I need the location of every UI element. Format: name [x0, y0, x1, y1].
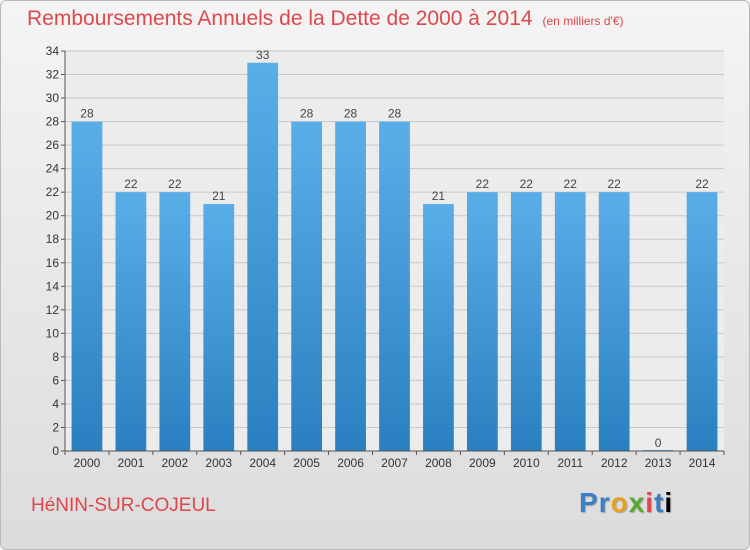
value-label: 21 — [212, 189, 226, 203]
value-label: 22 — [695, 177, 709, 191]
bar-2001 — [115, 192, 147, 452]
y-tick-label: 6 — [52, 373, 59, 387]
chart-title-text: Remboursements Annuels de la Dette de 20… — [27, 7, 533, 30]
y-tick-label: 28 — [46, 115, 60, 129]
x-tick-label: 2000 — [74, 456, 101, 470]
x-tick-label: 2011 — [557, 456, 583, 470]
bar-2003 — [203, 203, 235, 451]
bar-2006 — [335, 121, 366, 452]
x-tick-label: 2002 — [161, 456, 188, 470]
chart-title: Remboursements Annuels de la Dette de 20… — [27, 7, 624, 31]
bar-2008 — [423, 203, 454, 451]
y-tick-label: 18 — [46, 232, 60, 246]
y-tick-label: 30 — [46, 91, 60, 105]
value-label: 21 — [432, 189, 446, 203]
y-tick-label: 26 — [46, 138, 60, 152]
x-tick-label: 2012 — [601, 456, 628, 470]
value-label: 28 — [300, 107, 314, 121]
x-tick-label: 2010 — [513, 456, 540, 470]
y-tick-label: 24 — [46, 162, 60, 176]
y-tick-label: 14 — [46, 279, 60, 293]
x-tick-label: 2003 — [205, 456, 232, 470]
x-tick-label: 2014 — [689, 456, 716, 470]
x-tick-label: 2013 — [645, 456, 672, 470]
value-label: 28 — [80, 107, 94, 121]
value-label: 28 — [388, 107, 402, 121]
value-label: 22 — [124, 177, 138, 191]
x-tick-label: 2008 — [425, 456, 452, 470]
x-tick-label: 2009 — [469, 456, 496, 470]
y-tick-label: 20 — [46, 209, 60, 223]
y-tick-label: 22 — [46, 185, 60, 199]
bars: 28 22 22 21 33 28 28 28 21 22 22 22 22 0 22 — [71, 48, 718, 452]
bar-2002 — [159, 192, 191, 452]
bar-2000 — [71, 121, 103, 452]
y-tick-label: 32 — [46, 68, 60, 82]
bar-2007 — [379, 121, 410, 452]
bar-2005 — [291, 121, 323, 452]
chart-subtitle: (en milliers d'€) — [542, 14, 624, 28]
y-tick-label: 10 — [46, 326, 60, 340]
bar-2009 — [466, 192, 498, 452]
x-tick-label: 2005 — [293, 456, 320, 470]
y-tick-label: 0 — [52, 444, 59, 458]
y-tick-label: 34 — [46, 44, 60, 58]
value-label: 22 — [476, 177, 490, 191]
proxiti-logo[interactable]: Proxiti — [579, 487, 674, 518]
value-label: 22 — [168, 177, 182, 191]
x-tick-label: 2006 — [337, 456, 364, 470]
y-tick-label: 2 — [52, 420, 59, 434]
bar-2012 — [598, 192, 630, 452]
bar-2010 — [510, 192, 542, 452]
x-tick-label: 2007 — [381, 456, 408, 470]
value-label: 22 — [564, 177, 578, 191]
value-label: 33 — [256, 48, 270, 62]
y-tick-label: 4 — [52, 397, 59, 411]
commune-name: HéNIN-SUR-COJEUL — [31, 495, 216, 516]
x-tick-label: 2001 — [118, 456, 145, 470]
y-tick-label: 16 — [46, 256, 60, 270]
bar-2004 — [247, 62, 279, 451]
value-label: 22 — [607, 177, 621, 191]
y-tick-label: 12 — [46, 303, 60, 317]
bar-2011 — [554, 192, 586, 452]
value-label: 22 — [520, 177, 534, 191]
y-tick-label: 8 — [52, 350, 59, 364]
x-axis: 2000 2001 2002 2003 2004 2005 2006 2007 2008 2009… — [64, 450, 725, 470]
x-tick-label: 2004 — [249, 456, 276, 470]
value-label: 28 — [344, 107, 358, 121]
value-label: 0 — [655, 436, 662, 450]
bar-2014 — [686, 192, 718, 452]
